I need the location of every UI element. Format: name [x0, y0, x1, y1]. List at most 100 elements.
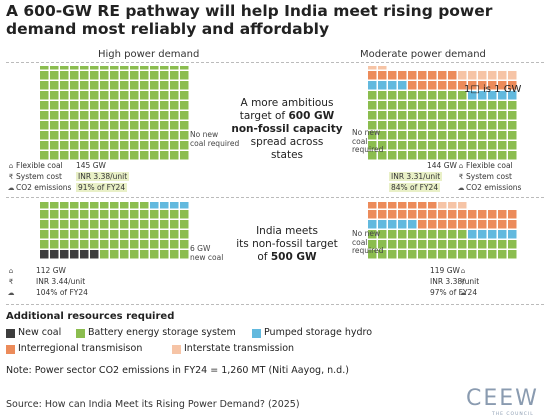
waffle-cell-battery-energy-storage-system — [100, 250, 109, 259]
section2-right-note: No new coal required — [352, 229, 384, 255]
waffle-cell-battery-energy-storage-system — [40, 220, 49, 229]
waffle-cell-battery-energy-storage-system — [458, 121, 467, 130]
smoke-icon: ☁ — [457, 184, 465, 192]
waffle-cell-interregional-transmisison — [428, 81, 437, 90]
waffle-cell-battery-energy-storage-system — [488, 141, 497, 150]
waffle-cell-battery-energy-storage-system — [150, 121, 159, 130]
factory-icon: ⌂ — [8, 162, 14, 170]
waffle-cell-battery-energy-storage-system — [418, 111, 427, 120]
waffle-cell-battery-energy-storage-system — [428, 230, 437, 239]
waffle-cell-interregional-transmisison — [368, 202, 377, 209]
waffle-cell-battery-energy-storage-system — [180, 66, 189, 70]
waffle-cell-battery-energy-storage-system — [150, 101, 159, 110]
waffle-cell-battery-energy-storage-system — [160, 250, 169, 259]
waffle-cell-battery-energy-storage-system — [378, 111, 387, 120]
waffle-cell-battery-energy-storage-system — [140, 71, 149, 80]
waffle-cell-battery-energy-storage-system — [438, 101, 447, 110]
waffle-cell-battery-energy-storage-system — [80, 71, 89, 80]
waffle-cell-battery-energy-storage-system — [170, 91, 179, 100]
waffle-cell-battery-energy-storage-system — [90, 220, 99, 229]
waffle-cell-battery-energy-storage-system — [478, 151, 487, 160]
waffle-cell-battery-energy-storage-system — [90, 210, 99, 219]
waffle-cell-interstate-transmission — [498, 71, 507, 80]
waffle-cell-battery-energy-storage-system — [508, 151, 517, 160]
waffle-cell-battery-energy-storage-system — [50, 230, 59, 239]
waffle-cell-battery-energy-storage-system — [70, 131, 79, 140]
waffle-cell-battery-energy-storage-system — [80, 81, 89, 90]
smoke-icon: ☁ — [459, 289, 467, 297]
waffle-cell-battery-energy-storage-system — [428, 250, 437, 259]
waffle-cell-battery-energy-storage-system — [100, 151, 109, 160]
waffle-cell-battery-energy-storage-system — [140, 121, 149, 130]
waffle-cell-interregional-transmisison — [418, 81, 427, 90]
waffle-cell-battery-energy-storage-system — [368, 151, 377, 160]
waffle-cell-battery-energy-storage-system — [90, 202, 99, 209]
waffle-cell-pumped-storage-hydro — [478, 230, 487, 239]
waffle-cell-battery-energy-storage-system — [60, 111, 69, 120]
waffle-cell-battery-energy-storage-system — [508, 250, 517, 259]
legend-label-interregional: Interregional transmisison — [18, 343, 143, 354]
waffle-cell-battery-energy-storage-system — [388, 250, 397, 259]
section2-mid-bold1: 500 GW — [270, 251, 317, 263]
waffle-cell-pumped-storage-hydro — [468, 91, 477, 100]
waffle-cell-battery-energy-storage-system — [368, 101, 377, 110]
waffle-cell-battery-energy-storage-system — [428, 101, 437, 110]
waffle-cell-battery-energy-storage-system — [70, 220, 79, 229]
waffle-cell-battery-energy-storage-system — [180, 250, 189, 259]
waffle-cell-battery-energy-storage-system — [368, 121, 377, 130]
waffle-cell-battery-energy-storage-system — [488, 131, 497, 140]
waffle-cell-battery-energy-storage-system — [378, 91, 387, 100]
waffle-cell-battery-energy-storage-system — [150, 66, 159, 70]
waffle-cell-battery-energy-storage-system — [130, 91, 139, 100]
waffle-cell-battery-energy-storage-system — [130, 66, 139, 70]
waffle-cell-battery-energy-storage-system — [498, 101, 507, 110]
waffle-cell-battery-energy-storage-system — [100, 81, 109, 90]
waffle-cell-interregional-transmisison — [418, 220, 427, 229]
waffle-cell-battery-energy-storage-system — [388, 111, 397, 120]
legend-swatch-interregional — [6, 345, 15, 354]
waffle-cell-battery-energy-storage-system — [80, 91, 89, 100]
waffle-cell-battery-energy-storage-system — [448, 111, 457, 120]
factory-icon: ⌂ — [458, 162, 464, 170]
stat-row-flexible-coal-label: ⌂ Flexible coal — [6, 161, 63, 171]
waffle-cell-battery-energy-storage-system — [368, 131, 377, 140]
waffle-cell-interregional-transmisison — [428, 202, 437, 209]
waffle-cell-battery-energy-storage-system — [498, 141, 507, 150]
waffle-cell-battery-energy-storage-system — [80, 101, 89, 110]
waffle-cell-battery-energy-storage-system — [150, 71, 159, 80]
waffle-cell-battery-energy-storage-system — [468, 111, 477, 120]
unit-key: 1□ is 1 GW — [464, 84, 521, 95]
waffle-cell-battery-energy-storage-system — [90, 131, 99, 140]
waffle-cell-battery-energy-storage-system — [488, 240, 497, 249]
legend-swatch-new-coal — [6, 329, 15, 338]
waffle-cell-battery-energy-storage-system — [398, 230, 407, 239]
waffle-cell-battery-energy-storage-system — [418, 141, 427, 150]
waffle-cell-pumped-storage-hydro — [388, 81, 397, 90]
waffle-cell-pumped-storage-hydro — [398, 81, 407, 90]
waffle-cell-interstate-transmission — [458, 202, 467, 209]
waffle-cell-battery-energy-storage-system — [50, 210, 59, 219]
waffle-cell-battery-energy-storage-system — [80, 111, 89, 120]
waffle-cell-battery-energy-storage-system — [448, 141, 457, 150]
waffle-cell-interregional-transmisison — [448, 71, 457, 80]
waffle-cell-battery-energy-storage-system — [60, 210, 69, 219]
waffle-cell-battery-energy-storage-system — [60, 66, 69, 70]
section1-mid-line2: target of 600 GW — [239, 110, 335, 122]
waffle-cell-interregional-transmisison — [408, 81, 417, 90]
waffle-cell-battery-energy-storage-system — [388, 230, 397, 239]
waffle-cell-battery-energy-storage-system — [100, 66, 109, 70]
rupee-icon: ₹ — [460, 278, 466, 286]
waffle-cell-battery-energy-storage-system — [180, 131, 189, 140]
waffle-cell-battery-energy-storage-system — [60, 91, 69, 100]
waffle-cell-battery-energy-storage-system — [418, 131, 427, 140]
waffle-cell-battery-energy-storage-system — [110, 220, 119, 229]
waffle-cell-battery-energy-storage-system — [398, 240, 407, 249]
waffle-cell-battery-energy-storage-system — [100, 220, 109, 229]
section1-mid-line1: A more ambitious — [240, 97, 334, 109]
waffle-cell-battery-energy-storage-system — [120, 121, 129, 130]
waffle-cell-battery-energy-storage-system — [498, 240, 507, 249]
waffle-cell-battery-energy-storage-system — [468, 121, 477, 130]
ceew-logo-sub: THE COUNCIL — [492, 412, 534, 417]
waffle-cell-interregional-transmisison — [418, 210, 427, 219]
waffle-cell-battery-energy-storage-system — [70, 151, 79, 160]
